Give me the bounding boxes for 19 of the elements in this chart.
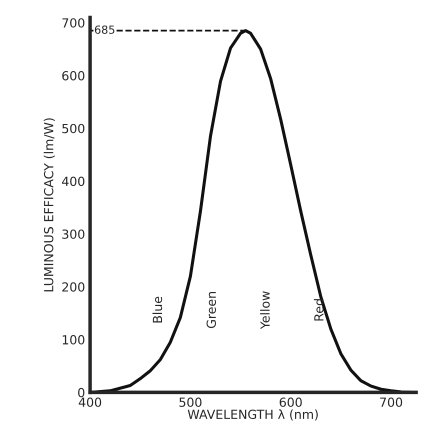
x-axis-title: WAVELENGTH λ (nm) — [188, 409, 318, 421]
annotation: Red — [314, 299, 324, 321]
ref-line-label: 685 — [94, 25, 114, 34]
x-tick-label: 400 — [78, 397, 102, 407]
x-tick-label: 700 — [380, 397, 402, 407]
y-tick-label: 0 — [78, 388, 84, 398]
y-tick-label: 300 — [62, 229, 84, 239]
y-tick-label: 100 — [62, 335, 84, 345]
y-tick-label: 700 — [62, 18, 84, 28]
annotation: Green — [206, 292, 216, 328]
y-tick-label: 200 — [62, 282, 84, 292]
y-axis-title: LUMINOUS EFFICACY (lm/W) — [44, 118, 55, 292]
y-tick-label: 600 — [62, 71, 84, 80]
y-tick-label: 500 — [62, 124, 84, 134]
y-tick-label: 400 — [62, 176, 84, 186]
annotation: Yellow — [260, 291, 270, 330]
x-tick-label: 500 — [179, 397, 202, 407]
annotation: Blue — [152, 296, 162, 323]
x-tick-label: 600 — [280, 397, 302, 407]
